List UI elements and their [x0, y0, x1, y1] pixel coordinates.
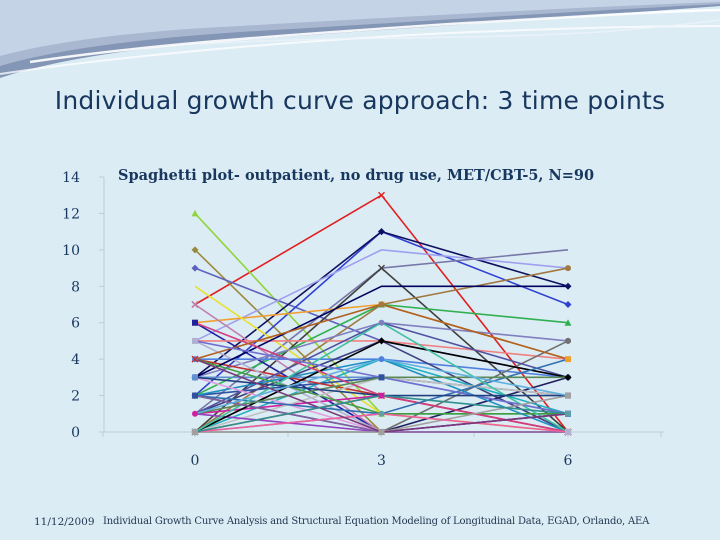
y-tick-label: 6 — [71, 316, 80, 332]
series-11-point — [564, 319, 572, 326]
y-tick-label: 10 — [62, 243, 80, 259]
y-tick-label: 12 — [62, 206, 80, 222]
series-22-point — [378, 374, 385, 381]
x-tick-label: 0 — [191, 453, 200, 469]
series-21-point — [192, 374, 198, 381]
tick-labels: 0 2 4 6 8 10 12 14 0 3 6 — [62, 170, 572, 469]
series-9-point — [378, 264, 385, 272]
y-tick-label: 8 — [71, 279, 80, 295]
series-15-point — [191, 301, 199, 308]
series-line-7 — [194, 249, 569, 342]
series-14-point — [192, 319, 198, 326]
y-tick-label: 4 — [71, 352, 80, 368]
series-22-point — [192, 392, 198, 399]
series-23-point — [191, 355, 199, 363]
series-4-point — [191, 264, 199, 272]
chart-title: Spaghetti plot- outpatient, no drug use,… — [118, 167, 594, 184]
series-line-40 — [194, 303, 569, 360]
series-37-point — [378, 337, 385, 345]
series-25-point — [378, 410, 385, 417]
series-27-point — [192, 337, 198, 344]
series-18-point — [378, 319, 385, 326]
series-17-point — [378, 356, 385, 363]
series-44-point — [565, 392, 571, 399]
series-25-point — [565, 410, 571, 417]
spaghetti-chart: Spaghetti plot- outpatient, no drug use,… — [62, 167, 664, 469]
series-2-point — [191, 209, 199, 217]
series-24-point — [192, 410, 198, 417]
series-24-point — [378, 392, 385, 399]
series-3-point — [191, 246, 199, 254]
series-37-point — [564, 373, 572, 381]
series-44-point — [192, 429, 198, 435]
series-line-29 — [194, 285, 568, 379]
series-12-point — [378, 301, 385, 308]
y-tick-label: 2 — [71, 389, 80, 405]
header-wave-light — [0, 0, 720, 56]
series-6-point — [564, 282, 572, 290]
marker-group — [191, 191, 572, 436]
y-tick-label: 14 — [62, 170, 80, 186]
x-tick-label: 3 — [377, 453, 386, 469]
series-1-point — [378, 191, 385, 199]
series-27-point — [565, 429, 571, 435]
x-tick-label: 6 — [564, 453, 573, 469]
y-tick-label: 0 — [71, 425, 80, 441]
header-wave-white-3 — [199, 19, 720, 45]
slide-title: Individual growth curve approach: 3 time… — [54, 86, 666, 115]
footer-date: 11/12/2009 — [34, 516, 95, 528]
series-6-point — [378, 228, 385, 236]
footer-text: Individual Growth Curve Analysis and Str… — [103, 516, 650, 527]
series-10-point — [565, 356, 571, 363]
series-44-point — [378, 429, 385, 435]
series-line-10 — [194, 303, 569, 360]
header-wave-white-2 — [0, 25, 720, 75]
header-wave-white-1 — [29, 8, 720, 64]
series-28-point — [565, 337, 571, 344]
series-12-point — [565, 265, 571, 272]
series-5-point — [564, 301, 572, 308]
